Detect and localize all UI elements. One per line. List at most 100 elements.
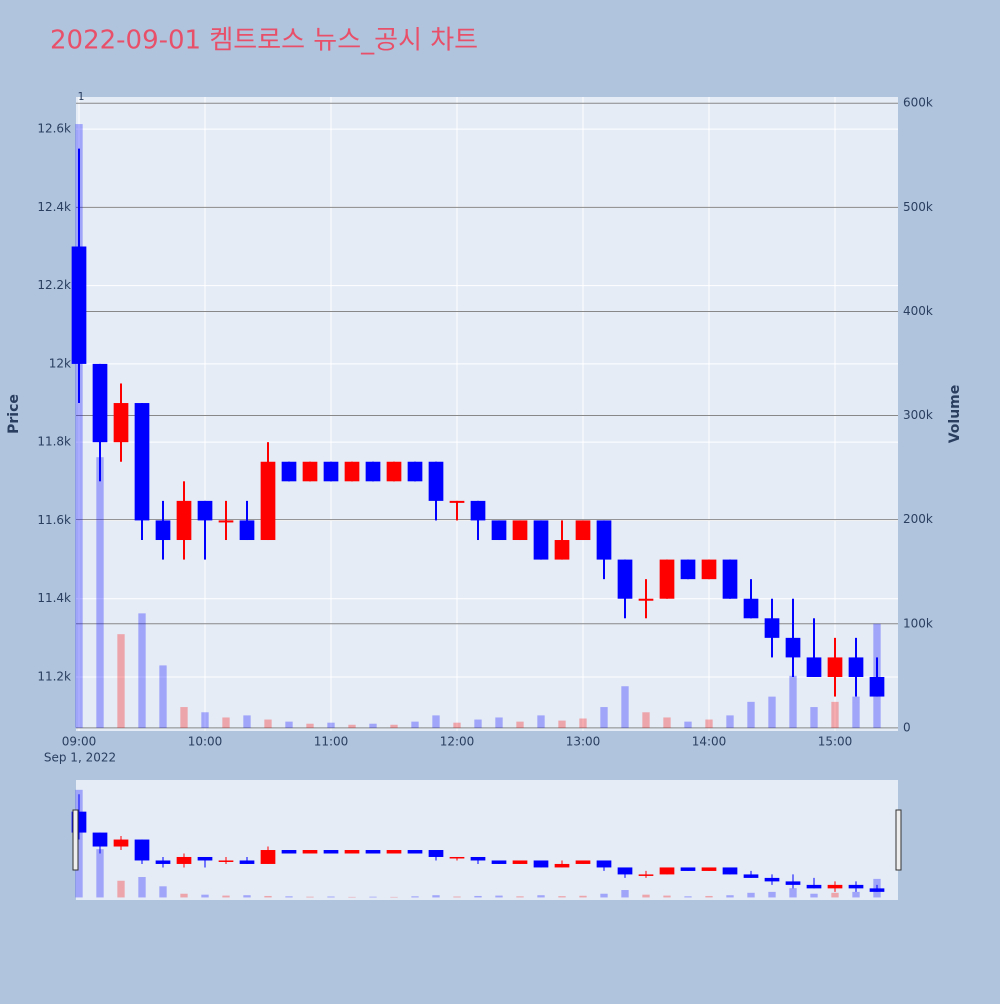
mini-candle-body — [533, 860, 549, 868]
mini-volume-bar — [201, 894, 209, 898]
mini-candle-body — [806, 884, 822, 889]
candle-body — [71, 246, 87, 364]
candle-body — [575, 520, 591, 541]
mini-candle-body — [302, 850, 318, 854]
mini-volume-bar — [663, 895, 671, 898]
volume-bar — [684, 721, 692, 728]
candle-body — [239, 520, 255, 541]
mini-volume-bar — [180, 893, 188, 898]
mini-volume-bar — [621, 890, 629, 898]
mini-volume-bar — [411, 896, 419, 898]
candle-body — [323, 461, 339, 482]
mini-volume-bar — [810, 893, 818, 898]
mini-volume-bar — [117, 880, 125, 898]
candle-body — [869, 676, 885, 697]
volume-bar — [558, 720, 566, 728]
candle-body — [113, 403, 129, 443]
volume-bar — [390, 724, 398, 728]
volume-bar — [747, 701, 755, 728]
candle-body — [533, 520, 549, 560]
candle-body — [848, 657, 864, 677]
mini-volume-bar — [495, 895, 503, 898]
mini-volume-bar — [516, 896, 524, 898]
mini-candle-body — [176, 856, 192, 864]
candle-body — [806, 657, 822, 677]
mini-candle-body — [344, 850, 360, 854]
candle-body — [701, 559, 717, 580]
volume-bar — [789, 675, 797, 728]
mini-volume-bar — [285, 896, 293, 898]
candle-body — [470, 500, 486, 521]
volume-bar — [159, 665, 167, 728]
candle-body — [680, 559, 696, 580]
range-handle-left[interactable] — [72, 809, 79, 871]
mini-volume-bar — [705, 895, 713, 898]
volume-bar — [243, 715, 251, 728]
y-tick-label: 11.6k — [37, 513, 71, 527]
x-tick-label: 10:00 — [188, 735, 223, 749]
volume-bar — [663, 717, 671, 728]
volume-bar — [432, 715, 440, 728]
mini-candle-body — [407, 850, 423, 854]
volume-bar — [264, 719, 272, 728]
candle-body — [281, 461, 297, 482]
mini-candle-body — [197, 856, 213, 861]
mini-volume-bar — [390, 896, 398, 898]
mini-candle-body — [722, 867, 738, 875]
candle-body — [218, 520, 234, 523]
mini-candle-body — [386, 850, 402, 854]
x-tick-label: 14:00 — [692, 735, 727, 749]
x-sub-label: Sep 1, 2022 — [44, 751, 116, 765]
mini-candle-body — [239, 860, 255, 864]
range-handle-right[interactable] — [895, 809, 902, 871]
mini-volume-bar — [642, 894, 650, 898]
mini-candle-body — [680, 867, 696, 871]
y2-tick-label: 500k — [903, 200, 933, 214]
mini-candle-body — [281, 850, 297, 854]
candle-body — [155, 520, 171, 541]
y-tick-label: 12.4k — [37, 200, 71, 214]
candle-body — [512, 520, 528, 541]
volume-bar — [222, 717, 230, 728]
mini-candle-body — [512, 860, 528, 864]
volume-bar — [810, 707, 818, 728]
volume-bar — [516, 721, 524, 728]
mini-candle-body — [638, 874, 654, 876]
mini-volume-bar — [432, 895, 440, 898]
mini-candle-body — [785, 881, 801, 885]
y2-tick-label: 400k — [903, 304, 933, 318]
mini-volume-bar — [831, 892, 839, 898]
mini-candle-body — [428, 850, 444, 857]
plot-area — [76, 97, 898, 731]
mini-candle-body — [218, 860, 234, 862]
mini-candle-body — [659, 867, 675, 875]
volume-bar — [306, 723, 314, 728]
candle-body — [197, 500, 213, 521]
mini-volume-bar — [264, 895, 272, 898]
volume-bar — [537, 715, 545, 728]
mini-volume-bar — [369, 896, 377, 898]
y-tick-label: 12k — [49, 356, 71, 370]
volume-bar — [327, 722, 335, 728]
volume-bar — [348, 724, 356, 728]
mini-candle-body — [449, 856, 465, 859]
mini-volume-bar — [222, 895, 230, 898]
volume-bar — [726, 715, 734, 728]
candle-body — [176, 500, 192, 541]
range-slider[interactable] — [76, 780, 898, 900]
volume-bar — [852, 696, 860, 728]
mini-candle-body — [134, 839, 150, 861]
mini-candle-body — [848, 884, 864, 889]
y-tick-label: 12.6k — [37, 122, 71, 136]
volume-bar — [75, 124, 83, 728]
candle-body — [302, 461, 318, 482]
mini-candle-body — [869, 888, 885, 892]
candle-body — [449, 500, 465, 503]
candle-body — [785, 637, 801, 658]
volume-bar — [621, 686, 629, 728]
mini-candle-body — [575, 860, 591, 864]
x-tick-label: 12:00 — [440, 735, 475, 749]
candle-body — [617, 559, 633, 599]
mini-candle-body — [743, 874, 759, 878]
volume-bar — [642, 712, 650, 728]
